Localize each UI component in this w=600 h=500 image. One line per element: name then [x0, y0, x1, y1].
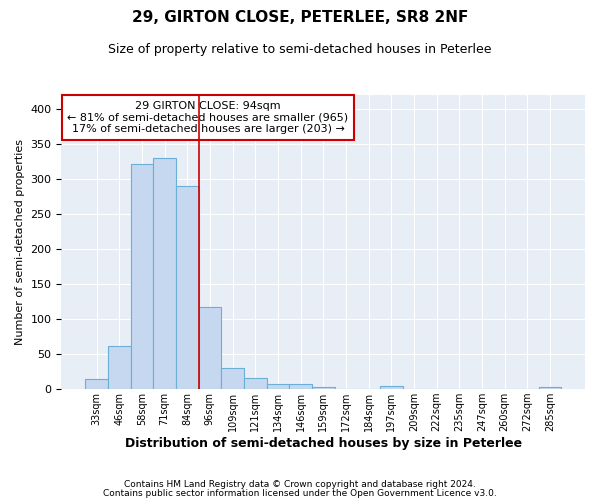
Y-axis label: Number of semi-detached properties: Number of semi-detached properties — [15, 139, 25, 345]
Bar — [131, 164, 153, 389]
Bar — [108, 346, 131, 389]
Text: 29, GIRTON CLOSE, PETERLEE, SR8 2NF: 29, GIRTON CLOSE, PETERLEE, SR8 2NF — [132, 10, 468, 25]
Bar — [266, 384, 289, 389]
Bar — [380, 386, 403, 389]
Bar — [153, 158, 176, 389]
Bar — [199, 307, 221, 389]
X-axis label: Distribution of semi-detached houses by size in Peterlee: Distribution of semi-detached houses by … — [125, 437, 522, 450]
Bar — [312, 387, 335, 389]
Bar — [176, 186, 199, 389]
Text: Contains public sector information licensed under the Open Government Licence v3: Contains public sector information licen… — [103, 488, 497, 498]
Text: 29 GIRTON CLOSE: 94sqm
← 81% of semi-detached houses are smaller (965)
17% of se: 29 GIRTON CLOSE: 94sqm ← 81% of semi-det… — [67, 101, 349, 134]
Text: Size of property relative to semi-detached houses in Peterlee: Size of property relative to semi-detach… — [108, 42, 492, 56]
Bar — [244, 378, 266, 389]
Bar — [289, 384, 312, 389]
Bar — [221, 368, 244, 389]
Bar — [85, 380, 108, 389]
Bar — [539, 387, 561, 389]
Text: Contains HM Land Registry data © Crown copyright and database right 2024.: Contains HM Land Registry data © Crown c… — [124, 480, 476, 489]
